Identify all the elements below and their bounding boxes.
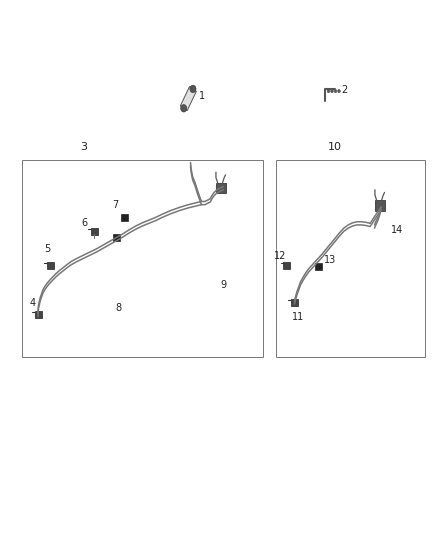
Circle shape	[190, 85, 196, 93]
Polygon shape	[180, 86, 196, 111]
Circle shape	[327, 90, 330, 93]
Text: 12: 12	[274, 251, 286, 261]
Text: 1: 1	[199, 91, 205, 101]
Text: 3: 3	[80, 142, 87, 151]
Bar	[121, 214, 128, 221]
Circle shape	[331, 90, 333, 93]
Bar	[47, 262, 54, 269]
Text: 2: 2	[342, 85, 348, 95]
Text: 7: 7	[112, 200, 118, 209]
Text: 9: 9	[220, 280, 226, 290]
Bar	[216, 183, 226, 193]
Bar	[113, 233, 120, 240]
Circle shape	[338, 90, 340, 93]
Text: 11: 11	[292, 312, 304, 321]
Bar	[315, 263, 322, 270]
Text: 4: 4	[29, 298, 35, 308]
Circle shape	[334, 90, 337, 93]
Text: 6: 6	[81, 218, 87, 228]
Bar	[283, 262, 290, 269]
Text: 13: 13	[324, 255, 336, 265]
Circle shape	[180, 104, 187, 112]
Text: 10: 10	[328, 142, 342, 151]
Text: 5: 5	[45, 245, 51, 254]
Bar	[35, 311, 42, 318]
Bar	[22, 160, 263, 357]
Bar	[91, 228, 98, 235]
Bar	[291, 299, 298, 306]
Bar	[276, 160, 425, 357]
Text: 8: 8	[115, 303, 121, 313]
Bar	[375, 200, 385, 211]
Text: 14: 14	[391, 225, 403, 235]
